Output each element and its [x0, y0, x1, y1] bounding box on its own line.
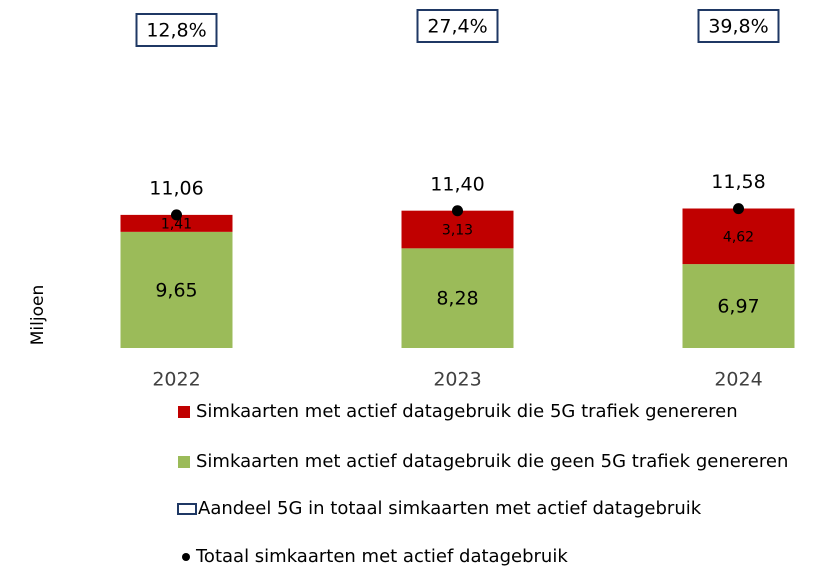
bar-segment: [401, 210, 514, 249]
y-axis-label: Miljoen: [28, 285, 48, 345]
data-label: 6,97: [717, 296, 759, 318]
share-box: [697, 9, 780, 43]
total-label: 11,58: [711, 171, 765, 193]
total-point: [452, 205, 463, 217]
x-tick-label: 2023: [433, 369, 481, 391]
bar-segment: [682, 264, 795, 348]
data-label: 1,41: [161, 216, 192, 232]
share-label: 39,8%: [708, 16, 768, 38]
share-box: [135, 13, 218, 47]
legend-label: Totaal simkaarten met actief datagebruik: [195, 546, 568, 567]
legend-label: Simkaarten met actief datagebruik die 5G…: [196, 401, 738, 422]
data-label: 8,28: [436, 288, 478, 310]
legend-swatch: [178, 406, 190, 418]
total-point: [171, 209, 182, 221]
share-label: 12,8%: [146, 20, 206, 42]
legend-label: Simkaarten met actief datagebruik die ge…: [196, 451, 788, 472]
share-label: 27,4%: [427, 16, 487, 38]
legend-swatch: [177, 503, 197, 515]
x-tick-label: 2022: [152, 369, 200, 391]
x-tick-label: 2024: [714, 369, 762, 391]
bar-segment: [120, 214, 233, 232]
data-label: 4,62: [723, 229, 754, 245]
legend-label: Aandeel 5G in totaal simkaarten met acti…: [198, 498, 702, 519]
data-label: 3,13: [442, 223, 473, 239]
legend-swatch: [182, 553, 190, 561]
bar-segment: [682, 208, 795, 265]
total-point: [733, 203, 744, 215]
legend-swatch: [178, 456, 190, 468]
bar-segment: [401, 248, 514, 348]
bar-segment: [120, 231, 233, 348]
total-label: 11,06: [149, 177, 203, 199]
data-label: 9,65: [155, 279, 197, 301]
total-label: 11,40: [430, 173, 484, 195]
share-box: [416, 9, 499, 43]
